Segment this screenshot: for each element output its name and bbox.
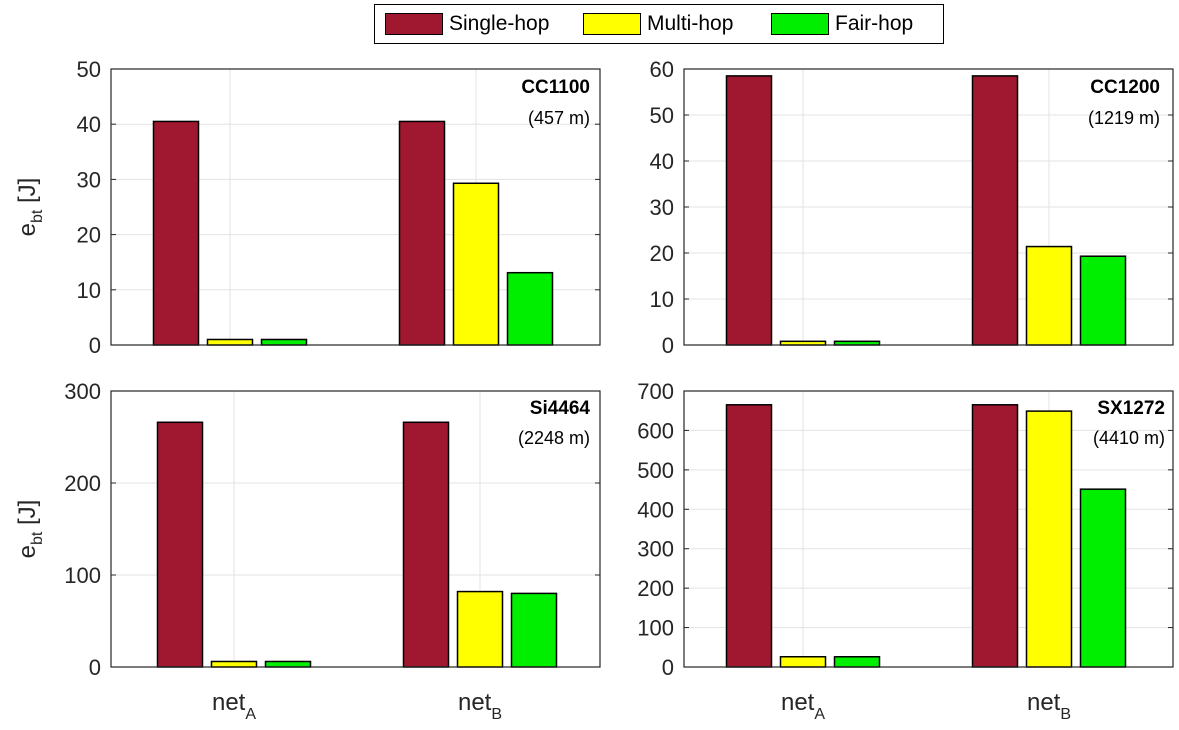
bar-multi-hop-netA [779,655,827,668]
panel-subtitle: (1219 m) [1088,108,1160,128]
bar-fair-hop-netB [1079,255,1127,346]
bar-multi-hop-netB [1025,245,1073,346]
bar-single-hop-netA [152,120,200,346]
y-tick-label: 0 [89,655,101,680]
chart-panel-3: 0 100 200 300 ebt [J] netA netB Si4464 (2248 m) [14,379,601,723]
plot-frame [110,68,601,346]
panel-title: CC1200 [1090,77,1160,98]
y-axis-label: ebt [J] [14,178,46,237]
bar-multi-hop-netA [210,660,258,668]
y-tick-label: 50 [77,57,101,82]
x-tick-label: netA [212,689,256,723]
legend-swatch-fair-hop [771,13,829,35]
panel-subtitle: (2248 m) [518,428,590,448]
y-tick-label: 200 [637,576,674,601]
panel-title: Si4464 [530,398,591,419]
y-tick-label: 50 [650,103,674,128]
bar-single-hop-netA [725,404,773,668]
chart-panel-2: 0 10 20 30 40 50 60 CC1200 (1219 m) [650,57,1174,358]
chart-panel-4: 0 100 200 300 400 500 600 700 netA netB SX1272 (441… [637,379,1174,723]
y-tick-label: 700 [637,379,674,404]
bar-fair-hop-netA [260,338,308,346]
bar-single-hop-netA [156,421,204,668]
y-tick-label: 300 [64,379,101,404]
y-tick-label: 10 [77,278,101,303]
panel-subtitle: (457 m) [528,108,590,128]
x-tick-label: netB [1027,689,1071,723]
legend-label-fair-hop: Fair-hop [835,12,914,35]
bar-single-hop-netB [971,75,1019,346]
y-tick-label: 300 [637,537,674,562]
legend-label-single-hop: Single-hop [449,12,550,35]
plot-frame [683,390,1174,668]
y-tick-label: 600 [637,418,674,443]
legend-label-multi-hop: Multi-hop [647,12,734,35]
bar-fair-hop-netB [506,271,554,346]
bar-multi-hop-netB [1025,410,1073,668]
legend-item-multi-hop: Multi-hop [583,11,733,37]
y-tick-label: 400 [637,497,674,522]
bar-fair-hop-netA [833,655,881,668]
y-tick-label: 0 [89,333,101,358]
bar-single-hop-netB [402,421,450,668]
bar-multi-hop-netB [456,590,504,668]
legend-item-single-hop: Single-hop [385,11,549,37]
legend-swatch-single-hop [385,13,443,35]
legend-item-fair-hop: Fair-hop [771,11,913,37]
panel-title: SX1272 [1097,398,1165,419]
y-tick-label: 100 [64,563,101,588]
bar-fair-hop-netB [510,592,558,668]
y-tick-label: 500 [637,458,674,483]
y-tick-label: 200 [64,471,101,496]
plot-frame [110,390,601,668]
bar-single-hop-netB [398,120,446,346]
y-tick-label: 20 [77,223,101,248]
y-tick-label: 30 [77,167,101,192]
y-tick-label: 20 [650,241,674,266]
bar-multi-hop-netA [206,338,254,346]
y-tick-label: 100 [637,616,674,641]
bar-multi-hop-netB [452,182,500,346]
bar-fair-hop-netA [264,660,312,668]
panel-title: CC1100 [521,77,590,98]
y-tick-label: 40 [77,112,101,137]
y-axis-label: ebt [J] [14,500,46,559]
bar-fair-hop-netB [1079,488,1127,668]
chart-panel-1: 0 10 20 30 40 50 ebt [J] CC1100 (457 m) [14,57,601,358]
legend-swatch-multi-hop [583,13,641,35]
bar-single-hop-netA [725,75,773,346]
bar-single-hop-netB [971,404,1019,668]
y-tick-label: 30 [650,195,674,220]
y-tick-label: 60 [650,57,674,82]
y-tick-label: 40 [650,149,674,174]
panel-subtitle: (4410 m) [1093,428,1165,448]
y-tick-label: 10 [650,287,674,312]
x-tick-label: netB [458,689,502,723]
legend: Single-hop Multi-hop Fair-hop [374,4,944,44]
x-tick-label: netA [781,689,825,723]
y-tick-label: 0 [662,333,674,358]
y-tick-label: 0 [662,655,674,680]
